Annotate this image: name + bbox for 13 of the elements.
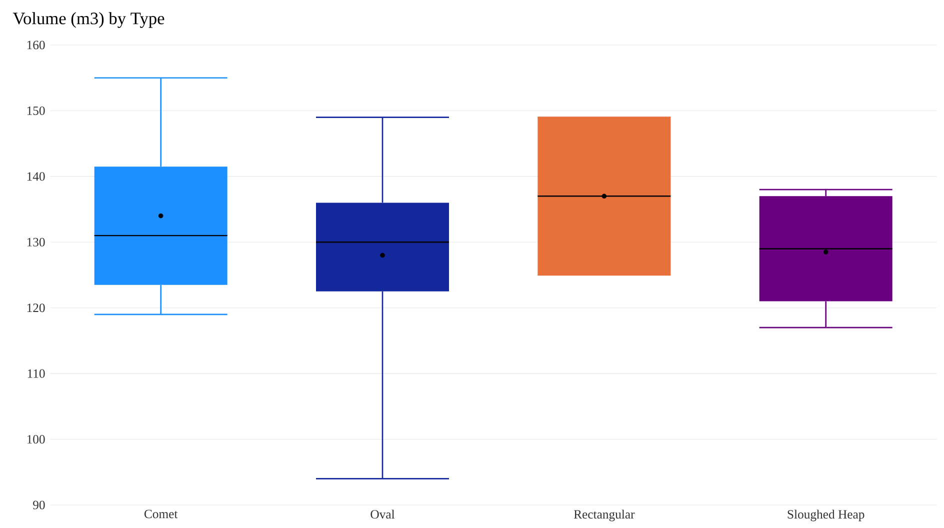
x-tick-label: Rectangular — [574, 510, 635, 522]
x-tick-label: Comet — [144, 510, 178, 518]
y-tick-label: 100 — [27, 435, 45, 444]
x-tick-label: Oval — [370, 510, 395, 519]
y-tick-label: 130 — [27, 238, 45, 246]
y-tick-label: 140 — [27, 172, 45, 181]
y-tick-label: 90 — [33, 500, 45, 510]
chart-title: Volume (m3) by Type — [12, 12, 164, 28]
y-tick-label: 110 — [28, 369, 45, 378]
y-tick-label: 160 — [27, 40, 45, 50]
y-tick-label: 150 — [27, 106, 45, 115]
y-tick-label: 120 — [27, 304, 45, 312]
x-tick-label: Sloughed Heap — [788, 510, 864, 522]
